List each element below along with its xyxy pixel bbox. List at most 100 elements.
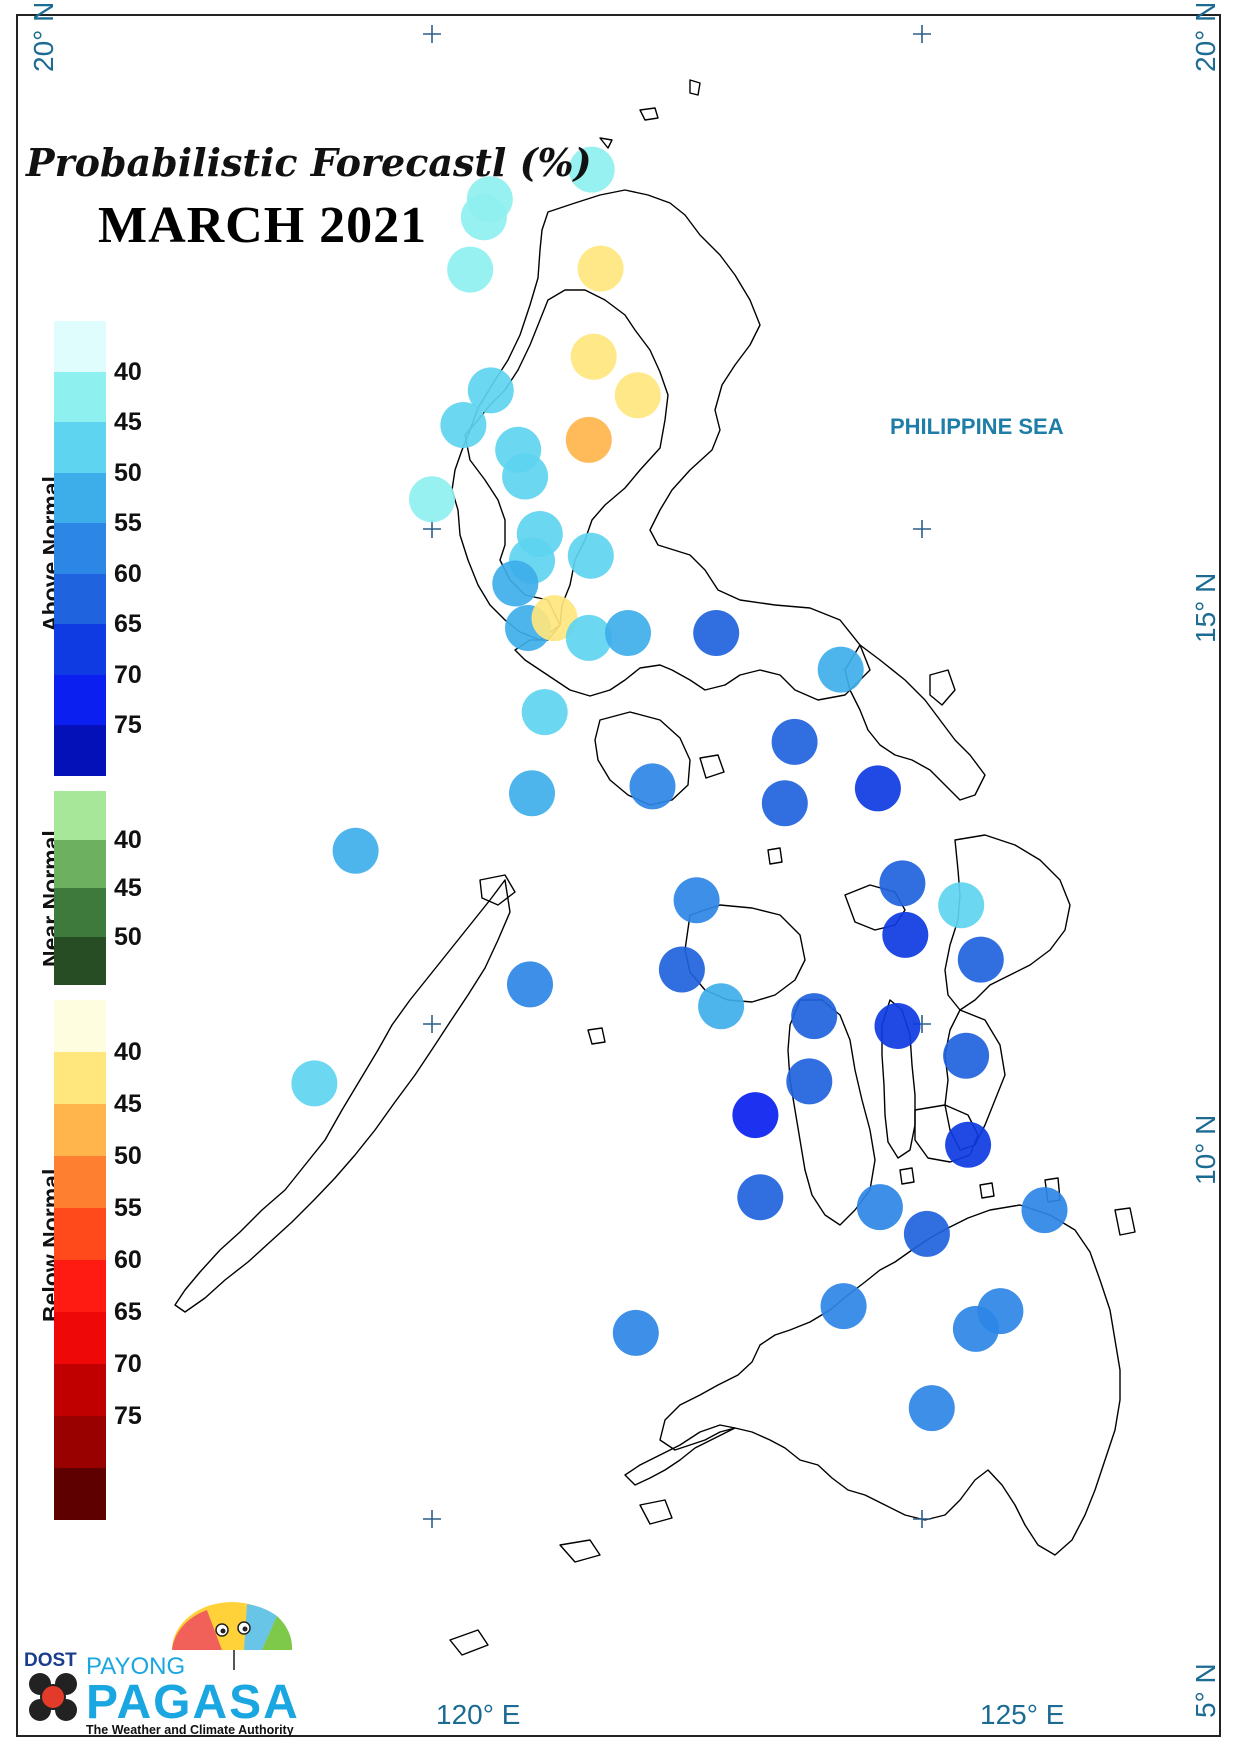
- graticule-cross: [913, 520, 931, 538]
- logo-brand-top: PAYONG: [86, 1653, 185, 1680]
- station-marker: [854, 765, 901, 812]
- station-marker: [791, 993, 838, 1040]
- palawan-coastline: [174, 879, 511, 1313]
- station-marker: [693, 610, 740, 656]
- legend-tick-label: 55: [114, 509, 142, 537]
- station-marker: [882, 911, 929, 958]
- station-marker: [698, 983, 745, 1030]
- legend-swatch: [54, 1468, 106, 1520]
- legend-swatch: [54, 1052, 106, 1104]
- station-marker: [605, 610, 651, 656]
- graticule-cross: [423, 520, 441, 538]
- legend-tick-label: 70: [114, 1350, 142, 1378]
- pagasa-logo: DOST PAYONG PAGASA The Weather and Clima…: [24, 1602, 300, 1737]
- station-marker: [492, 560, 539, 607]
- station-marker: [658, 946, 705, 993]
- station-marker: [879, 860, 926, 907]
- station-marker: [521, 689, 568, 736]
- logo-tagline: The Weather and Climate Authority: [86, 1723, 294, 1737]
- marinduque-island: [699, 754, 725, 779]
- station-marker: [817, 646, 864, 693]
- sea-label: PHILIPPINE SEA: [890, 414, 1064, 439]
- station-marker: [568, 146, 615, 193]
- graticule-cross: [423, 1015, 441, 1033]
- station-marker: [531, 595, 578, 642]
- graticule-cross: [913, 25, 931, 43]
- legend-swatch: [54, 936, 106, 985]
- graticule-crosses: [423, 25, 931, 1528]
- station-marker: [673, 877, 720, 924]
- station-marker: [732, 1092, 779, 1139]
- station-marker: [820, 1283, 867, 1330]
- legend-above-normal: 40 45 50 55 60 65 70 75: [54, 321, 142, 776]
- calayan-island: [599, 137, 613, 149]
- graticule-cross: [423, 25, 441, 43]
- station-marker: [771, 718, 818, 765]
- station-marker: [874, 1003, 921, 1049]
- legend-swatch: [54, 371, 106, 422]
- zamboanga-coastline: [624, 1424, 736, 1486]
- station-marker: [786, 1058, 833, 1105]
- legend-near-normal: 40 45 50: [54, 791, 142, 985]
- jolo-island: [559, 1539, 601, 1563]
- batanes-island: [689, 79, 701, 96]
- legend-swatch: [54, 624, 106, 675]
- station-marker: [952, 1305, 999, 1352]
- basilan-island: [639, 1499, 673, 1525]
- station-marker: [577, 245, 624, 292]
- mindoro-coastline: [594, 711, 691, 806]
- catanduanes-island: [929, 669, 956, 706]
- map-frame: [16, 14, 1221, 1737]
- legend-tick-label: 45: [114, 1090, 142, 1118]
- legend-tick-label: 40: [114, 357, 142, 386]
- logo-agency: DOST: [24, 1650, 77, 1671]
- mindanao-coastline: [659, 1204, 1121, 1556]
- legend-swatch: [54, 674, 106, 725]
- legend-swatch: [54, 839, 106, 888]
- lat-label-5n: 5° N: [1190, 1663, 1221, 1718]
- legend-swatch: [54, 1156, 106, 1208]
- graticule-cross: [423, 1510, 441, 1528]
- legend-tick-label: 40: [114, 825, 142, 854]
- map-title: Probabilistic Forecastl (%): [26, 140, 592, 185]
- lat-label-10n: 10° N: [1190, 1114, 1221, 1185]
- siquijor-island: [899, 1167, 915, 1185]
- legend-swatch: [54, 1312, 106, 1364]
- station-marker: [565, 614, 612, 661]
- babuyan-island: [639, 107, 659, 121]
- map-period: MARCH 2021: [98, 197, 428, 254]
- legend-tick-label: 50: [114, 1142, 142, 1170]
- legend-swatch: [54, 573, 106, 624]
- station-marker: [1021, 1187, 1068, 1234]
- legend-swatch: [54, 321, 106, 372]
- legend-swatch: [54, 1364, 106, 1416]
- legend-swatch: [54, 472, 106, 523]
- logo-brand-main: PAGASA: [86, 1676, 300, 1729]
- station-marker: [509, 770, 555, 817]
- legend-tick-label: 40: [114, 1038, 142, 1066]
- romblon-island: [767, 847, 783, 865]
- lat-label-20n-left: 20° N: [28, 1, 59, 72]
- station-marker: [908, 1385, 955, 1432]
- legend-tick-label: 75: [114, 1402, 142, 1430]
- legend-tick-label: 65: [114, 1298, 142, 1326]
- legend-swatch: [54, 791, 106, 840]
- legend-tick-label: 65: [114, 610, 142, 638]
- station-marker: [943, 1032, 990, 1079]
- graticule-cross: [913, 1510, 931, 1528]
- station-marker: [565, 416, 612, 463]
- station-marker: [507, 961, 553, 1008]
- umbrella-icon: [172, 1602, 293, 1670]
- station-marker: [856, 1184, 903, 1231]
- station-marker: [570, 333, 617, 380]
- station-marker: [409, 476, 455, 523]
- legend-tick-label: 45: [114, 408, 142, 436]
- station-marker: [460, 194, 507, 241]
- legend-swatch: [54, 422, 106, 473]
- station-marker: [737, 1174, 784, 1221]
- lat-label-20n-right: 20° N: [1190, 1, 1221, 72]
- lon-label-125e: 125° E: [980, 1699, 1065, 1730]
- lat-label-15n: 15° N: [1190, 572, 1221, 643]
- cuyo-island: [587, 1027, 606, 1045]
- legend-tick-label: 70: [114, 660, 142, 689]
